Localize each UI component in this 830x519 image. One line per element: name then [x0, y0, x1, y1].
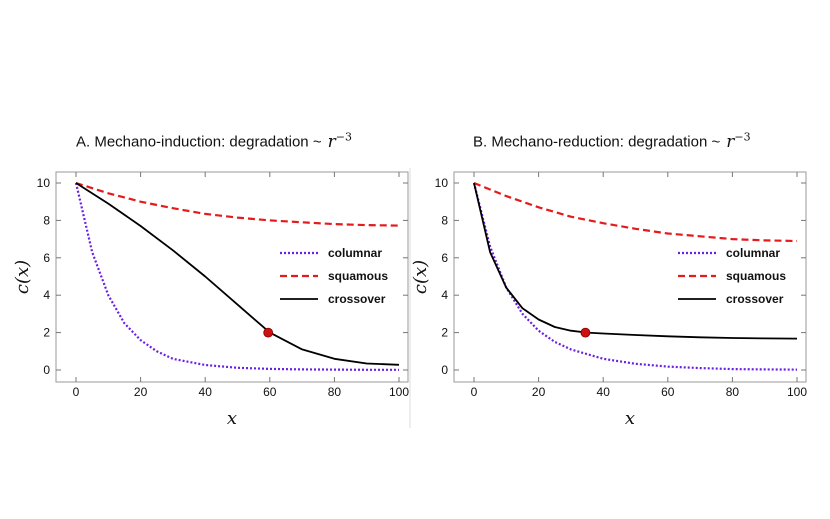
- chart-a-xtick-label: 0: [73, 385, 80, 399]
- chart-a-ytick-label: 4: [43, 288, 50, 302]
- chart-a-series-squamous: [76, 183, 399, 226]
- chart-b-ytick-label: 8: [441, 213, 448, 227]
- chart-b-xtick-label: 80: [726, 385, 740, 399]
- chart-canvas: 0 20 40 60 80 1000246810xc(x)columnarsquamous…: [0, 0, 830, 519]
- chart-a-xtick-label: 80: [328, 385, 342, 399]
- chart-b-ytick-label: 6: [441, 251, 448, 265]
- chart-a-legend-label-crossover: crossover: [328, 292, 386, 306]
- chart-a-ylabel: c(x): [12, 260, 33, 294]
- chart-a-ytick-label: 6: [43, 251, 50, 265]
- chart-b-series-squamous: [474, 183, 797, 241]
- chart-a-ytick-label: 0: [43, 363, 50, 377]
- chart-b-xlabel: x: [625, 408, 635, 429]
- chart-a-crossover-point: [264, 328, 273, 337]
- chart-a-xtick-label: 60: [263, 385, 277, 399]
- chart-a-xtick-label: 20: [134, 385, 148, 399]
- chart-a-group: 0 20 40 60 80 100 0 2 4 6 8 10 x c(x) columnar squamous…: [12, 172, 409, 429]
- chart-b-xtick-label: 20: [532, 385, 546, 399]
- chart-b-group: 0 20 40 60 80 100 0 2 4 6 8 10 x c(x) columnar squamous…: [410, 172, 807, 429]
- chart-a-legend-label-squamous: squamous: [328, 269, 388, 283]
- chart-b-legend-label-squamous: squamous: [726, 269, 786, 283]
- chart-b-legend-label-columnar: columnar: [726, 246, 780, 260]
- chart-b-xtick-label: 40: [597, 385, 611, 399]
- chart-b-ylabel: c(x): [410, 260, 431, 294]
- chart-b-xtick-label: 100: [787, 385, 807, 399]
- chart-a-legend-label-columnar: columnar: [328, 246, 382, 260]
- chart-b-legend-label-crossover: crossover: [726, 292, 784, 306]
- chart-a-ytick-label: 2: [43, 326, 50, 340]
- chart-b-xtick-label: 0: [471, 385, 478, 399]
- chart-b-ytick-label: 2: [441, 326, 448, 340]
- chart-b-ytick-label: 0: [441, 363, 448, 377]
- chart-b-ytick-label: 10: [435, 176, 449, 190]
- chart-b-xtick-label: 60: [661, 385, 675, 399]
- chart-a-ytick-label: 8: [43, 213, 50, 227]
- chart-a-ytick-label: 10: [37, 176, 51, 190]
- chart-b-crossover-point: [581, 328, 590, 337]
- chart-a-xtick-label: 100: [389, 385, 409, 399]
- chart-a-xlabel: x: [227, 408, 237, 429]
- chart-b-ytick-label: 4: [441, 288, 448, 302]
- chart-a-xtick-label: 40: [199, 385, 213, 399]
